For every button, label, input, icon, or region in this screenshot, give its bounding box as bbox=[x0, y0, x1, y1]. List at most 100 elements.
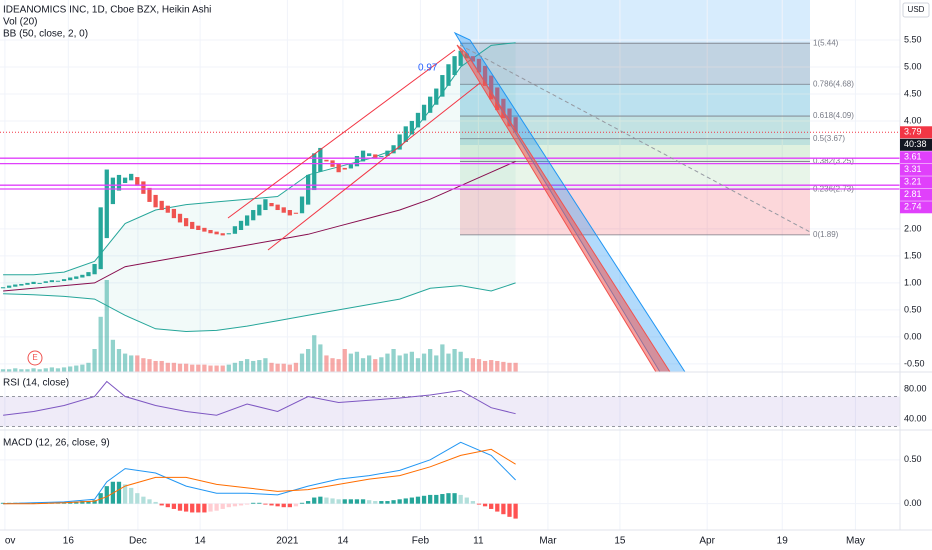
candle bbox=[452, 56, 457, 76]
candle bbox=[409, 120, 414, 135]
macd-histogram-bar bbox=[293, 503, 299, 507]
candle bbox=[25, 282, 30, 285]
volume-bar bbox=[287, 364, 292, 372]
candle bbox=[0, 287, 6, 289]
candle bbox=[208, 230, 213, 234]
x-tick-label: 14 bbox=[195, 536, 207, 547]
x-tick-label: May bbox=[846, 536, 865, 547]
volume-bar bbox=[80, 364, 85, 372]
candle bbox=[367, 153, 372, 157]
macd-histogram-bar bbox=[306, 501, 311, 504]
candle bbox=[37, 282, 42, 284]
volume-bar bbox=[177, 363, 183, 372]
price-label: 3.31 bbox=[904, 164, 922, 174]
macd-histogram-bar bbox=[86, 501, 91, 504]
volume-bar bbox=[421, 353, 427, 372]
macd-histogram-bar bbox=[348, 499, 353, 504]
macd-histogram-bar bbox=[434, 494, 439, 504]
volume-bar bbox=[379, 357, 384, 372]
earnings-marker[interactable] bbox=[27, 350, 43, 366]
macd-histogram-bar bbox=[165, 503, 170, 508]
volume-bar bbox=[214, 365, 219, 372]
macd-histogram-bar bbox=[318, 496, 323, 504]
macd-histogram-bar bbox=[428, 494, 433, 504]
macd-histogram-bar bbox=[379, 501, 384, 504]
y-tick-label: 5.00 bbox=[904, 61, 922, 71]
candle bbox=[354, 156, 360, 167]
volume-bar bbox=[37, 369, 42, 372]
candle bbox=[482, 65, 488, 86]
candle bbox=[251, 210, 256, 221]
volume-bar bbox=[196, 364, 201, 372]
candle bbox=[98, 207, 103, 270]
price-label-box bbox=[900, 176, 932, 189]
candle bbox=[495, 87, 500, 111]
y-tick-label: 80.00 bbox=[904, 383, 927, 393]
volume-bar bbox=[251, 360, 256, 372]
macd-histogram-bar bbox=[336, 499, 341, 504]
candle bbox=[177, 213, 183, 223]
candle bbox=[43, 281, 48, 283]
macd-histogram-bar bbox=[421, 495, 427, 504]
volume-bar bbox=[312, 335, 317, 372]
macd-histogram-bar bbox=[159, 503, 164, 506]
candle bbox=[183, 218, 189, 227]
countdown-box bbox=[900, 138, 932, 151]
candle bbox=[501, 98, 506, 119]
fib-retracement: 1(5.44) 0.786(4.68) 0.618(4.09) 0.5(3.67) 0.… bbox=[460, 38, 854, 239]
macd-histogram-bar bbox=[257, 502, 262, 504]
volume-bar bbox=[409, 351, 414, 372]
grid bbox=[0, 0, 900, 530]
candle bbox=[281, 207, 286, 213]
volume-bar bbox=[220, 365, 225, 372]
macd-histogram-bar bbox=[220, 503, 225, 509]
macd-histogram-bar bbox=[147, 499, 152, 504]
volume-bar bbox=[391, 349, 396, 372]
candle bbox=[80, 274, 85, 278]
candle bbox=[171, 208, 177, 219]
volume-bar bbox=[0, 369, 6, 372]
volume-bar bbox=[275, 363, 280, 372]
price-label: 3.61 bbox=[904, 152, 922, 162]
candle bbox=[116, 174, 122, 191]
volume-bar bbox=[342, 349, 347, 372]
y-tick-label: -0.50 bbox=[904, 358, 925, 368]
volume-bar bbox=[13, 368, 18, 372]
currency-box[interactable] bbox=[902, 2, 930, 18]
volume-bar bbox=[330, 358, 335, 372]
macd-histogram-bar bbox=[397, 499, 402, 504]
x-tick-label: Apr bbox=[699, 536, 715, 547]
x-tick-label: Mar bbox=[539, 536, 557, 547]
candle bbox=[403, 126, 408, 142]
macd-histogram-bar bbox=[135, 493, 140, 504]
y-tick-label: 1.00 bbox=[904, 277, 922, 287]
price-label-box bbox=[900, 188, 932, 201]
volume-bar bbox=[74, 365, 79, 372]
candle bbox=[318, 147, 323, 172]
candle bbox=[360, 150, 366, 162]
price-label-box bbox=[900, 201, 932, 214]
volume-bar bbox=[171, 362, 177, 372]
macd-histogram-bar bbox=[470, 501, 476, 504]
candle bbox=[348, 164, 353, 169]
candle bbox=[49, 280, 54, 283]
macd-histogram-bar bbox=[275, 503, 280, 507]
volume-bar bbox=[153, 360, 158, 372]
volume-bar bbox=[513, 362, 518, 372]
volume-bar bbox=[135, 355, 140, 372]
y-tick-label: 0.00 bbox=[904, 498, 922, 508]
volume-bar bbox=[360, 358, 366, 372]
channel-line bbox=[227, 49, 456, 219]
volume-bar bbox=[434, 355, 439, 372]
earnings-label: E bbox=[32, 353, 37, 362]
candle bbox=[104, 169, 109, 239]
candle bbox=[263, 199, 268, 211]
candle bbox=[74, 276, 79, 279]
macd-histogram-bar bbox=[153, 501, 158, 504]
candle bbox=[244, 215, 250, 226]
fib-zone bbox=[460, 84, 810, 117]
volume-bar bbox=[122, 353, 128, 372]
candle bbox=[202, 227, 207, 232]
candle bbox=[214, 231, 219, 235]
candle bbox=[7, 285, 12, 288]
